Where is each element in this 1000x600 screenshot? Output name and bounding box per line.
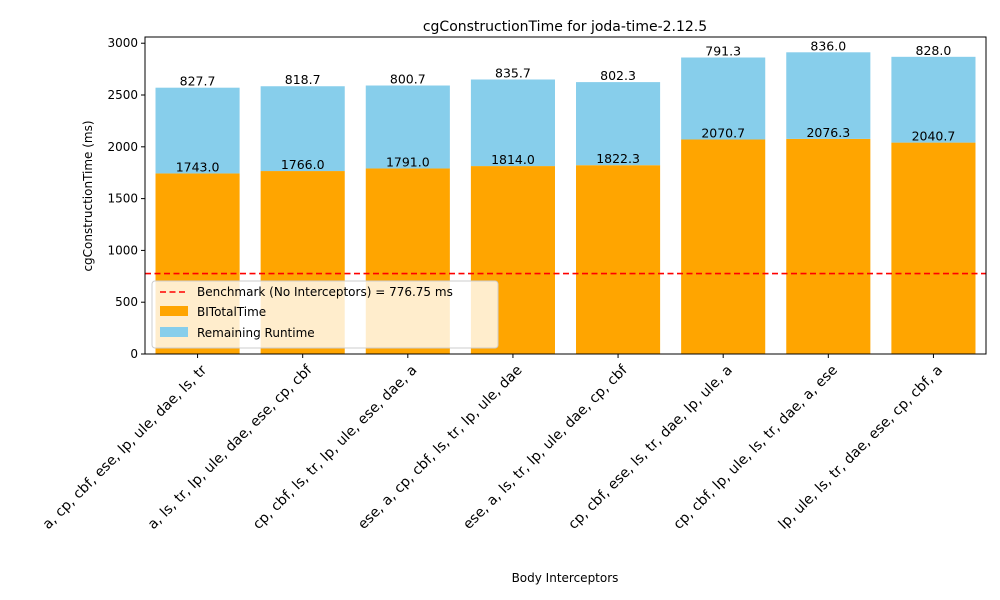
data-label-remaining-runtime-4: 835.7	[495, 66, 531, 81]
x-tick-label-4: ese, a, cp, cbf, ls, tr, lp, ule, dae	[355, 362, 525, 532]
data-label-remaining-runtime-2: 818.7	[285, 72, 321, 87]
x-tick-label-7: cp, cbf, lp, ule, ls, tr, dae, a, ese	[670, 362, 840, 532]
legend-frame	[151, 280, 499, 349]
y-tick-label-1000: 1000	[107, 243, 138, 257]
y-tick-label-3000: 3000	[107, 36, 138, 50]
data-label-bitotaltime-1: 1743.0	[176, 159, 220, 174]
data-label-bitotaltime-4: 1814.0	[491, 152, 535, 167]
bar-bitotaltime-8	[891, 142, 976, 354]
bar-remaining-runtime-4	[470, 79, 555, 167]
data-label-bitotaltime-6: 2070.7	[701, 125, 745, 140]
data-label-bitotaltime-2: 1766.0	[281, 157, 325, 172]
chart-title: cgConstructionTime for joda-time-2.12.5	[423, 19, 707, 35]
legend: Benchmark (No Interceptors) = 776.75 ms …	[151, 280, 499, 349]
plot-frame	[144, 36, 987, 355]
data-label-remaining-runtime-3: 800.7	[390, 72, 426, 87]
bar-remaining-runtime-6	[681, 57, 766, 140]
legend-swatch-remaining-runtime	[160, 327, 188, 337]
bar-bitotaltime-5	[576, 165, 661, 354]
y-tick-label-0: 0	[130, 347, 138, 361]
bar-bitotaltime-6	[681, 139, 766, 354]
legend-swatch-bitotaltime	[160, 306, 188, 316]
data-label-remaining-runtime-6: 791.3	[705, 44, 741, 59]
x-tick-label-2: a, ls, tr, lp, ule, dae, ese, cp, cbf	[145, 362, 316, 533]
data-label-remaining-runtime-8: 828.0	[916, 43, 952, 58]
bar-remaining-runtime-2	[260, 86, 345, 172]
x-tick-label-1: a, cp, cbf, ese, lp, ule, dae, ls, tr	[40, 362, 211, 533]
data-labels-layer: 1743.0 827.7 1766.0 818.7 1791.0 800.7 1814.0 8…	[176, 38, 956, 174]
y-tick-label-500: 500	[115, 295, 138, 309]
y-axis-title: cgConstructionTime (ms)	[81, 120, 95, 271]
data-label-remaining-runtime-1: 827.7	[180, 74, 216, 89]
bar-remaining-runtime-5	[576, 82, 661, 166]
data-label-bitotaltime-3: 1791.0	[386, 154, 430, 169]
data-label-remaining-runtime-5: 802.3	[600, 68, 636, 83]
bar-remaining-runtime-1	[155, 87, 240, 174]
legend-label-remaining-runtime: Remaining Runtime	[197, 326, 315, 340]
bar-bitotaltime-7	[786, 138, 871, 354]
x-tick-label-5: ese, a, ls, tr, lp, ule, dae, cp, cbf	[460, 362, 631, 533]
data-label-bitotaltime-8: 2040.7	[912, 129, 956, 144]
x-tick-label-6: cp, cbf, ese, ls, tr, dae, lp, ule, a	[565, 362, 735, 532]
y-tick-label-2000: 2000	[107, 140, 138, 154]
data-label-bitotaltime-7: 2076.3	[806, 125, 850, 140]
y-tick-label-2500: 2500	[107, 88, 138, 102]
legend-label-bitotaltime: BITotalTime	[197, 305, 266, 319]
data-label-bitotaltime-5: 1822.3	[596, 151, 640, 166]
y-tick-label-1500: 1500	[107, 192, 138, 206]
bar-remaining-runtime-8	[891, 56, 976, 143]
x-axis-title: Body Interceptors	[512, 571, 619, 585]
data-label-remaining-runtime-7: 836.0	[810, 38, 846, 53]
x-tick-label-8: lp, ule, ls, tr, dae, ese, cp, cbf, a	[776, 362, 946, 532]
bar-remaining-runtime-7	[786, 52, 871, 139]
legend-label-benchmark: Benchmark (No Interceptors) = 776.75 ms	[197, 285, 453, 299]
bar-remaining-runtime-3	[365, 85, 450, 169]
x-tick-label-3: cp, cbf, ls, tr, lp, ule, ese, dae, a	[250, 362, 420, 532]
